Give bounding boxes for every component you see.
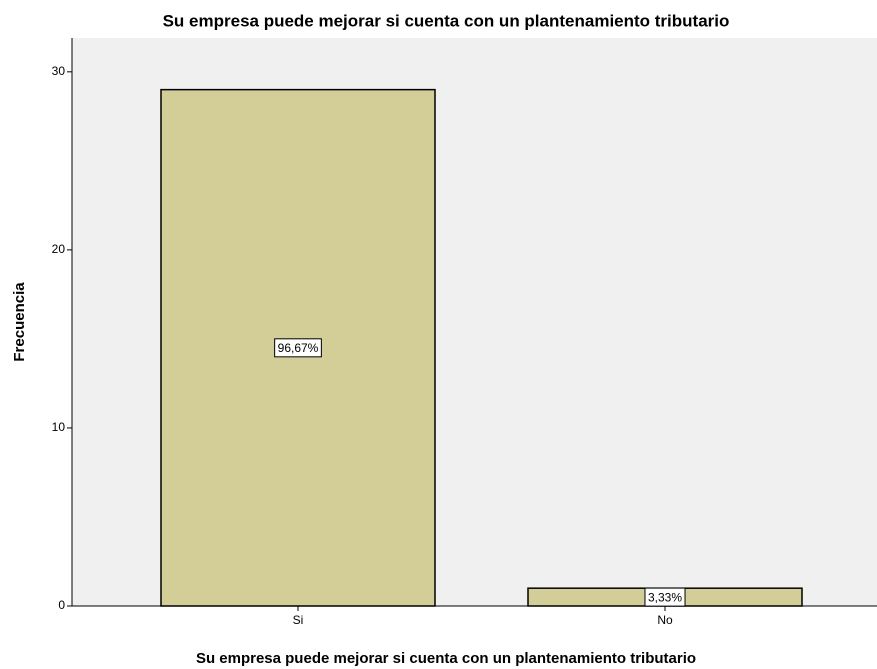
x-tick-label: No [657,613,673,627]
y-axis-title: Frecuencia [11,282,28,362]
y-tick-label: 0 [58,598,65,612]
data-label-box [644,587,686,607]
bar [160,88,436,607]
y-tick-label: 20 [52,242,66,256]
data-label: 3,33% [648,590,682,604]
data-label: 96,67% [278,341,319,355]
y-tick-label: 10 [52,420,66,434]
y-tick-label: 30 [52,64,66,78]
x-axis-title: Su empresa puede mejorar si cuenta con u… [196,650,696,667]
data-label-box [274,338,322,358]
x-tick-label: Si [293,613,304,627]
chart-title: Su empresa puede mejorar si cuenta con u… [163,11,730,30]
